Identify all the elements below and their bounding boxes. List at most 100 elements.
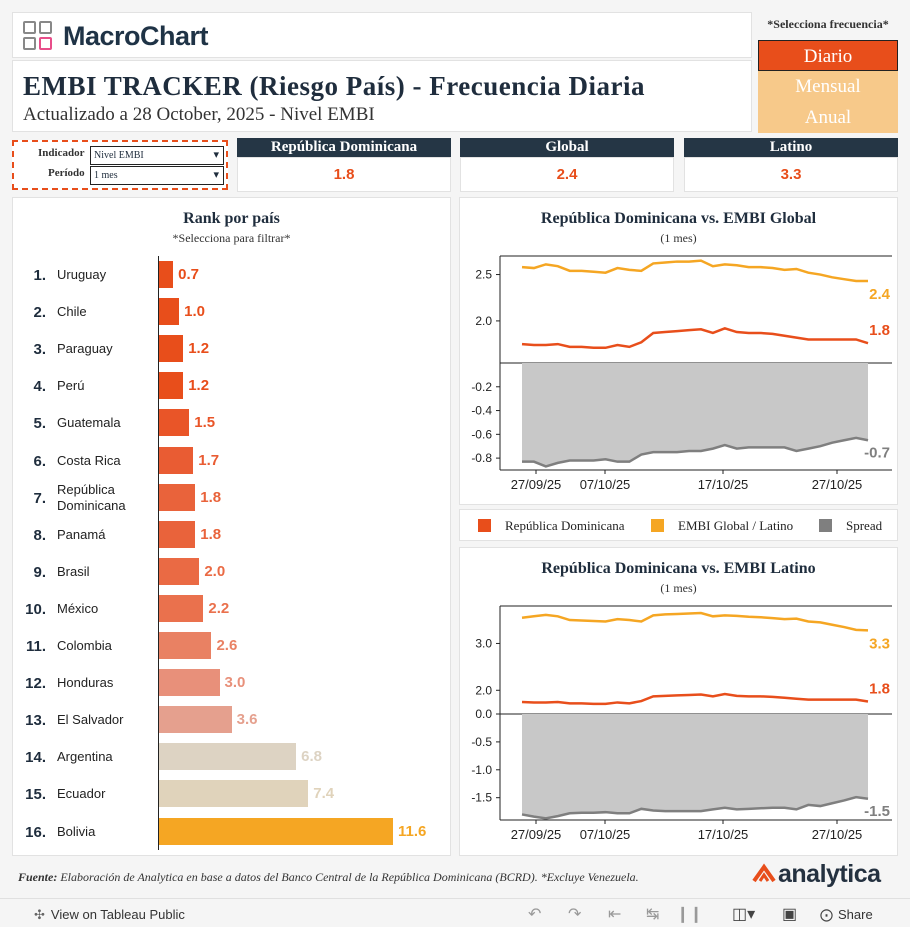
embi-end-label: 3.3 <box>869 635 890 652</box>
y-tick-label: 2.5 <box>475 268 492 282</box>
redo-icon[interactable]: ↷ <box>568 906 582 923</box>
chart-latino-panel: República Dominicana vs. EMBI Latino (1 … <box>459 547 898 856</box>
rank-row[interactable]: 13. El Salvador 3.6 <box>13 701 452 738</box>
rank-row[interactable]: 7. República Dominicana 1.8 <box>13 479 452 516</box>
rank-value: 0.7 <box>178 266 199 283</box>
rank-row[interactable]: 8. Panamá 1.8 <box>13 516 452 553</box>
legend-label-rd: República Dominicana <box>505 518 625 533</box>
rank-bar[interactable] <box>159 261 174 288</box>
rank-row[interactable]: 14. Argentina 6.8 <box>13 738 452 775</box>
rd-series-line <box>521 692 869 706</box>
rank-number: 16. <box>25 823 46 841</box>
x-tick-label: 07/10/25 <box>580 477 631 492</box>
rank-title: Rank por país <box>183 210 280 227</box>
rank-bar[interactable] <box>159 780 309 808</box>
frequency-anual-button[interactable]: Anual <box>758 102 898 133</box>
rank-row[interactable]: 11. Colombia 2.6 <box>13 627 452 664</box>
download-icon[interactable]: ◫▾ <box>732 906 756 923</box>
rank-bar[interactable] <box>159 557 200 585</box>
rank-bar[interactable] <box>159 743 297 771</box>
rank-row[interactable]: 2. Chile 1.0 <box>13 293 452 330</box>
embi-series-line <box>521 611 869 632</box>
rank-value: 11.6 <box>398 822 427 840</box>
undo-icon[interactable]: ↶ <box>528 906 542 923</box>
frequency-mensual-button[interactable]: Mensual <box>758 71 898 102</box>
rank-bar[interactable] <box>159 594 204 622</box>
rd-end-label: 1.8 <box>869 681 890 698</box>
rank-bar[interactable] <box>159 372 184 400</box>
rank-number: 12. <box>25 675 46 693</box>
rank-bar[interactable] <box>159 817 393 845</box>
refresh-icon[interactable]: ↹ <box>646 906 660 923</box>
rank-number: 8. <box>33 526 46 544</box>
rank-bar[interactable] <box>159 632 212 659</box>
embi-series-line <box>521 259 868 283</box>
rank-row[interactable]: 12. Honduras 3.0 <box>13 664 452 701</box>
rank-number: 10. <box>25 600 46 618</box>
rank-number: 9. <box>33 563 46 581</box>
kpi-global-value: 2.4 <box>460 157 674 192</box>
rank-country: El Salvador <box>57 712 124 728</box>
page-subtitle: Actualizado a 28 October, 2025 - Nivel E… <box>23 104 375 125</box>
rank-number: 3. <box>33 341 46 359</box>
rank-bar[interactable] <box>159 446 194 474</box>
rank-value: 1.2 <box>188 377 210 395</box>
revert-icon[interactable]: ⇤ <box>608 906 622 923</box>
chart-global-subtitle: (1 mes) <box>660 231 697 245</box>
rank-row[interactable]: 15. Ecuador 7.4 <box>13 775 452 812</box>
rank-country: México <box>57 600 99 616</box>
rank-row[interactable]: 10. México 2.2 <box>13 590 452 627</box>
rank-row[interactable]: 3. Paraguay 1.2 <box>13 330 452 367</box>
rank-panel: Rank por país *Selecciona para filtrar* … <box>12 197 451 856</box>
analytica-brand: analytica <box>752 860 881 889</box>
legend-swatch-embi <box>651 519 664 532</box>
rank-row[interactable]: 1. Uruguay 0.7 <box>13 256 452 293</box>
rank-bar[interactable] <box>159 298 180 326</box>
fullscreen-icon[interactable]: ▣ <box>782 906 798 923</box>
analytica-brand-text: analytica <box>778 860 881 888</box>
rank-number: 14. <box>25 749 46 767</box>
y-tick-label: 2.0 <box>475 314 492 328</box>
rank-value: 2.0 <box>204 562 226 580</box>
rank-row[interactable]: 9. Brasil 2.0 <box>13 553 452 590</box>
legend-item-embi[interactable]: EMBI Global / Latino <box>651 518 793 534</box>
rank-number: 11. <box>25 638 46 655</box>
rank-country: Ecuador <box>57 786 106 802</box>
legend-label-embi: EMBI Global / Latino <box>678 518 794 533</box>
rank-country: Honduras <box>57 675 114 691</box>
legend-item-rd[interactable]: República Dominicana <box>478 518 625 534</box>
rank-bar[interactable] <box>159 483 196 511</box>
x-tick-label: 17/10/25 <box>698 477 749 492</box>
indicator-select[interactable]: Nivel EMBI <box>90 146 224 165</box>
frequency-diario-button[interactable]: Diario <box>758 40 898 71</box>
chart-latino-title: República Dominicana vs. EMBI Latino <box>541 560 816 577</box>
rank-bar[interactable] <box>159 409 190 437</box>
rank-country: Panamá <box>57 526 106 542</box>
kpi-rd-header: República Dominicana <box>237 138 451 157</box>
period-label: Período <box>48 167 85 179</box>
spread-end-label: -1.5 <box>864 803 890 820</box>
rank-row[interactable]: 4. Perú 1.2 <box>13 367 452 404</box>
kpi-rd-value: 1.8 <box>237 157 451 192</box>
rank-bar[interactable] <box>159 669 220 697</box>
chart-latino-plot[interactable]: 27/09/25 07/10/25 17/10/25 27/10/25 3.0 2.0 0.… <box>460 548 897 855</box>
y-tick-label: -1.0 <box>471 763 492 777</box>
rank-bar[interactable] <box>159 706 232 734</box>
view-on-tableau-button[interactable]: ✣ View on Tableau Public <box>34 907 185 923</box>
rank-subtitle: *Selecciona para filtrar* <box>172 231 291 245</box>
rank-row[interactable]: 6. Costa Rica 1.7 <box>13 442 452 479</box>
rank-row[interactable]: 16. Bolivia 11.6 <box>13 813 452 850</box>
rank-bar[interactable] <box>159 335 184 363</box>
rank-row[interactable]: 5. Guatemala 1.5 <box>13 404 452 441</box>
period-select[interactable]: 1 mes <box>90 166 224 185</box>
rank-bar[interactable] <box>159 520 196 548</box>
rank-country: Perú <box>57 378 85 394</box>
share-button[interactable]: ⨀ Share <box>820 907 873 923</box>
rank-number: 15. <box>25 786 46 804</box>
chart-global-plot[interactable]: 27/09/25 07/10/25 17/10/25 27/10/25 2.5 2.0 -0… <box>460 198 897 504</box>
share-icon: ⨀ <box>820 907 833 922</box>
rank-country: Paraguay <box>57 341 113 357</box>
pause-icon[interactable]: ❙❙ <box>676 906 703 923</box>
macrochart-logo-icon <box>23 21 53 51</box>
legend-item-spread[interactable]: Spread <box>819 518 882 534</box>
